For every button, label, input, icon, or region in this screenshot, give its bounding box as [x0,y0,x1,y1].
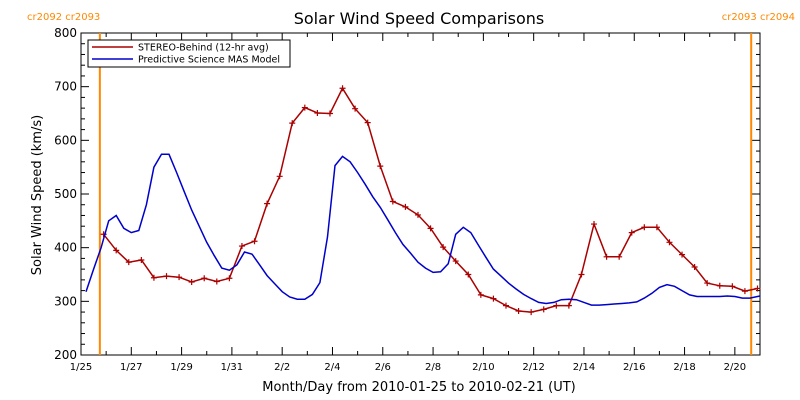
x-tick-label: 2/12 [522,362,544,373]
x-tick-label: 2/18 [673,362,695,373]
x-tick-label: 1/25 [70,362,92,373]
series-line [85,153,761,306]
y-axis-label: Solar Wind Speed (km/s) [30,115,45,275]
data-point [490,295,497,302]
data-point [477,291,484,298]
data-point [326,110,333,117]
data-point [528,309,535,316]
data-point [716,282,723,289]
data-point [591,221,598,228]
legend: STEREO-Behind (12-hr avg)Predictive Scie… [87,39,291,68]
data-point [691,263,698,270]
data-point [515,307,522,314]
y-tick-label: 600 [54,133,77,147]
y-tick-label: 400 [54,241,77,255]
data-point [414,211,421,218]
y-tick-label: 800 [54,26,77,40]
data-point [213,278,220,285]
data-point [452,258,459,265]
data-point [276,173,283,180]
y-tick-label: 200 [54,348,77,362]
data-point [352,105,359,112]
data-point [540,306,547,313]
data-point [578,271,585,278]
data-point [653,224,660,231]
x-tick-label: 2/20 [724,362,746,373]
legend-box [87,39,291,68]
data-point [251,238,258,245]
legend-label: STEREO-Behind (12-hr avg) [138,43,269,54]
x-tick-label: 2/14 [573,362,595,373]
data-point [402,203,409,210]
data-point [113,247,120,254]
data-point [754,285,761,292]
x-tick-label: 2/16 [623,362,645,373]
data-point [125,259,132,266]
data-point [201,275,208,282]
y-tick-label: 500 [54,187,77,201]
y-tick-label: 300 [54,294,77,308]
data-point [301,104,308,111]
data-point [226,275,233,282]
x-tick-label: 2/4 [324,362,340,373]
data-point [339,85,346,92]
data-point [389,198,396,205]
data-point [238,243,245,250]
carrington-label: cr2093 cr2094 [722,12,795,23]
plot-frame [80,32,761,356]
data-point [364,119,371,126]
y-tick-label: 700 [54,80,77,94]
legend-label: Predictive Science MAS Model [138,55,280,66]
data-point [679,251,686,258]
x-tick-label: 2/8 [425,362,441,373]
data-point [465,271,472,278]
plot-area: 200 300 400 500 600 700 800 1/25 1/27 1/29 1/31 2/2… [27,12,795,373]
x-tick-label: 2/6 [375,362,391,373]
data-point [628,229,635,236]
data-point [427,225,434,232]
x-tick-label: 2/10 [472,362,494,373]
data-point [176,274,183,281]
data-point [641,224,648,231]
data-point [163,273,170,280]
data-point [741,288,748,295]
data-point [264,200,271,207]
data-point [440,244,447,251]
data-point [150,274,157,281]
data-point [138,257,145,264]
x-tick-label: 2/2 [274,362,290,373]
data-point [314,109,321,116]
data-point [616,253,623,260]
chart-title: Solar Wind Speed Comparisons [294,9,545,28]
data-point [603,253,610,260]
data-point [377,163,384,170]
data-point [565,302,572,309]
data-point [289,120,296,127]
x-tick-label: 1/29 [170,362,192,373]
data-point [503,302,510,309]
x-tick-label: 1/31 [221,362,243,373]
data-point [666,239,673,246]
data-point [188,279,195,286]
x-tick-label: 1/27 [120,362,142,373]
data-point [704,280,711,287]
data-point [729,283,736,290]
x-axis-label: Month/Day from 2010-01-25 to 2010-02-21 … [262,380,575,395]
carrington-label: cr2092 cr2093 [27,12,100,23]
data-point [553,302,560,309]
